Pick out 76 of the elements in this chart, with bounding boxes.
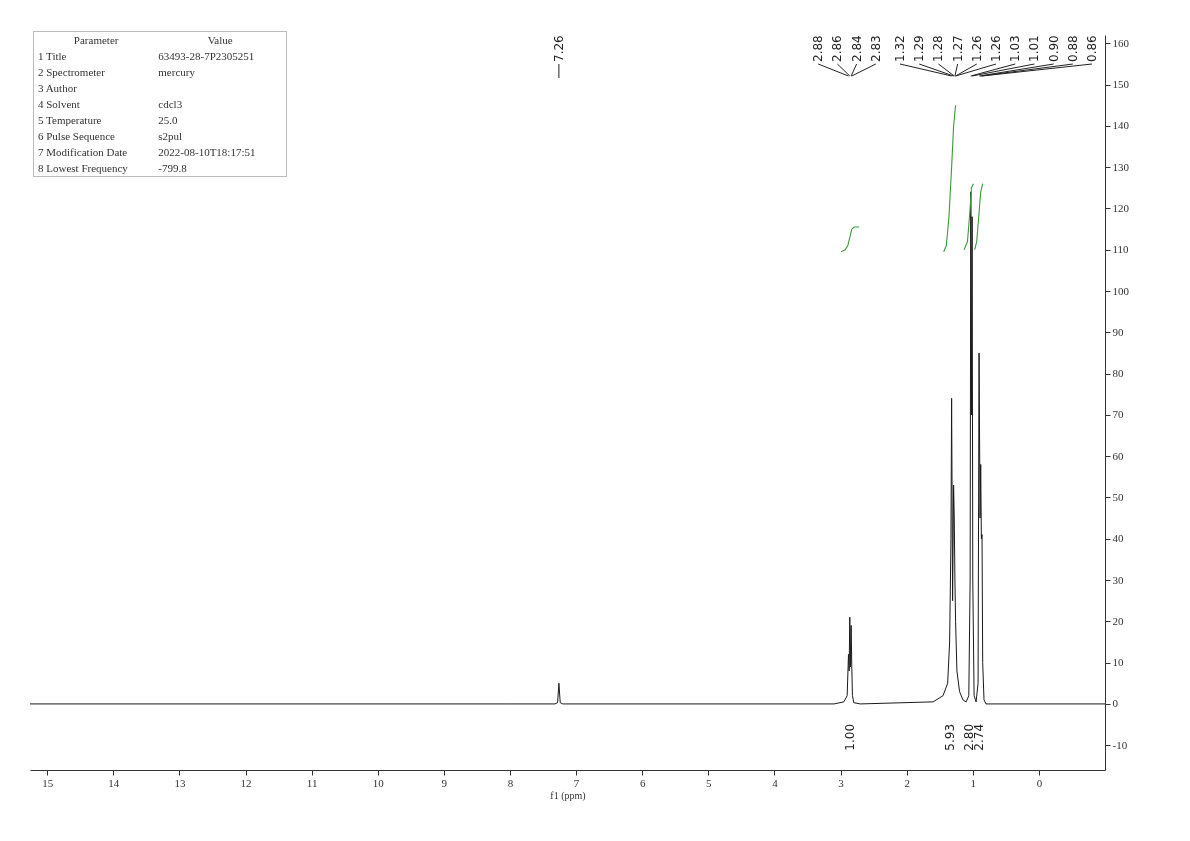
annotation: 1.01 <box>1027 35 1042 62</box>
annotation: 2022-08-10T18:17:51 <box>158 146 257 158</box>
annotation: 2.74 <box>971 723 986 751</box>
x-tick-label: 14 <box>108 776 120 789</box>
line-series <box>943 104 957 253</box>
annotation: 2.83 <box>868 35 883 62</box>
annotation: 25.0 <box>158 114 179 126</box>
annotation: 3 Author <box>38 82 78 94</box>
annotation: 2.88 <box>811 35 826 62</box>
x-tick-label: 3 <box>838 776 845 789</box>
y-tick-label: 140 <box>1112 119 1130 132</box>
y-tick-label: 0 <box>1112 697 1119 710</box>
annotation: 1.00 <box>843 723 858 751</box>
annotation: s2pul <box>158 130 184 142</box>
annotation: 7 Modification Date <box>38 146 129 158</box>
annotation: 1.26 <box>969 35 984 62</box>
annotation: 1.32 <box>893 35 907 62</box>
annotation: -799.8 <box>158 162 188 174</box>
line-series <box>30 191 1105 705</box>
y-tick-label: 80 <box>1112 367 1124 380</box>
y-tick-label: 150 <box>1112 78 1130 91</box>
annotation: cdcl3 <box>158 98 184 110</box>
annotation: 1 Title <box>38 50 68 62</box>
x-tick-label: 8 <box>507 776 514 789</box>
y-tick-label: 40 <box>1112 532 1124 545</box>
annotation: 7.26 <box>551 35 566 62</box>
annotation: 4 Solvent <box>38 98 81 110</box>
y-tick-label: 70 <box>1112 408 1124 421</box>
annotation: 1.03 <box>1008 35 1023 62</box>
y-tick-label: 110 <box>1112 243 1130 256</box>
x-tick-label: 12 <box>240 776 252 789</box>
annotation: Value <box>206 34 234 46</box>
annotation: Parameter <box>72 34 120 46</box>
y-tick-label: 60 <box>1112 449 1124 462</box>
annotation: 63493-28-7P2305251 <box>158 50 256 62</box>
annotation: 2 Spectrometer <box>38 66 106 78</box>
x-tick-label: 11 <box>306 776 318 789</box>
line-series <box>974 183 984 251</box>
x-tick-label: 13 <box>174 776 186 789</box>
y-tick-label: 100 <box>1112 284 1130 297</box>
annotation: 0.90 <box>1046 35 1061 62</box>
x-tick-label: 4 <box>772 776 779 789</box>
annotation: 1.29 <box>912 35 927 62</box>
annotation: 5.93 <box>942 723 957 751</box>
y-tick-label: 160 <box>1112 36 1130 49</box>
x-tick-label: 2 <box>904 776 910 789</box>
y-tick-label: 10 <box>1112 656 1124 669</box>
x-tick-label: 7 <box>573 776 580 789</box>
y-tick-label: -10 <box>1112 738 1128 751</box>
x-tick-label: 15 <box>42 776 54 789</box>
x-tick-label: 6 <box>639 776 646 789</box>
y-tick-label: 90 <box>1112 325 1124 338</box>
line-series <box>963 183 974 251</box>
y-tick-label: 20 <box>1112 614 1124 627</box>
x-axis-title: f1 (ppm) <box>550 789 586 802</box>
y-tick-label: 50 <box>1112 490 1124 503</box>
y-tick-label: 30 <box>1112 573 1124 586</box>
x-tick-label: 1 <box>970 776 977 789</box>
annotation: 2.84 <box>849 35 864 62</box>
annotation: 6 Pulse Sequence <box>38 130 116 142</box>
x-tick-label: 9 <box>441 776 448 789</box>
annotation: mercury <box>158 66 196 78</box>
x-tick-label: 0 <box>1036 776 1043 789</box>
line-series <box>840 226 860 253</box>
x-tick-label: 10 <box>372 776 385 789</box>
annotation: 5 Temperature <box>38 114 103 126</box>
annotation: 0.88 <box>1065 35 1080 62</box>
x-tick-label: 5 <box>706 776 713 789</box>
annotation: 1.27 <box>950 35 965 62</box>
y-tick-label: 130 <box>1112 160 1130 173</box>
annotation: 1.26 <box>989 35 1003 62</box>
y-tick-label: 120 <box>1112 201 1130 214</box>
annotation: 1.28 <box>931 35 946 62</box>
annotation: 8 Lowest Frequency <box>38 162 129 174</box>
annotation: 2.86 <box>830 35 845 62</box>
annotation: 0.86 <box>1085 35 1099 62</box>
